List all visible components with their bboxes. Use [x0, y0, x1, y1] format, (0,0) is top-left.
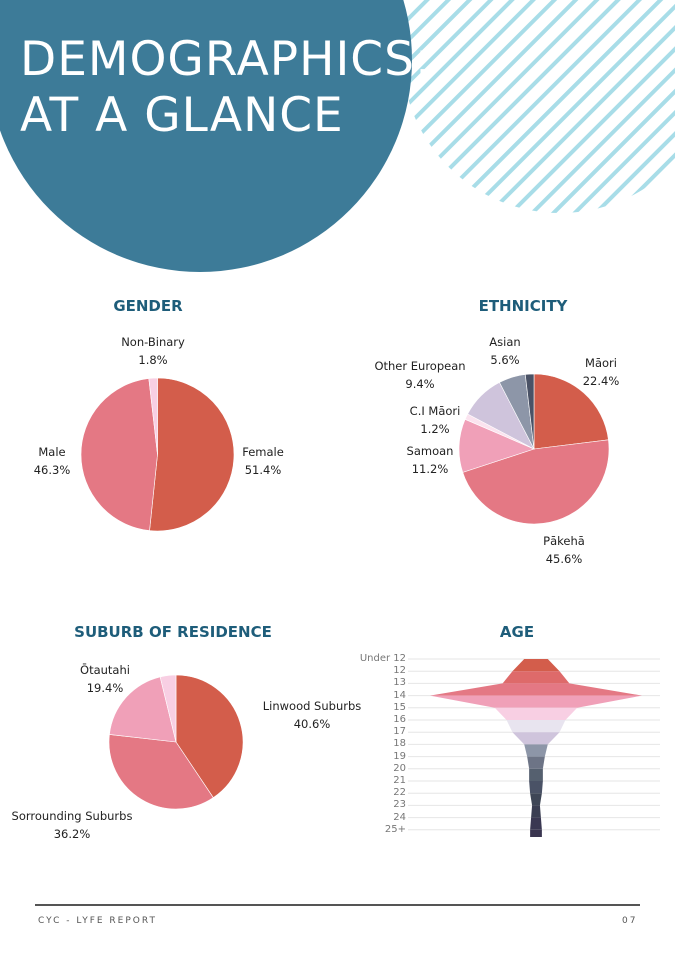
label-name: Linwood Suburbs [262, 699, 362, 713]
label-value: 9.4% [405, 377, 435, 391]
age-tick-label: 18 [393, 738, 406, 750]
age-band-18 [524, 744, 548, 757]
label-value: 1.8% [138, 353, 168, 367]
age-band-20 [529, 768, 543, 781]
label-pakeha: Pākehā 45.6% [543, 532, 585, 568]
age-tick-label: 25+ [384, 823, 406, 835]
age-tick-label: 14 [393, 689, 406, 701]
label-value: 5.6% [490, 353, 520, 367]
age-band-23 [531, 805, 541, 818]
age-tick-label: 24 [393, 811, 406, 823]
suburb-slice-other [159, 674, 177, 743]
age-tick-label: 12 [393, 665, 406, 677]
label-name: Sorrounding Suburbs [11, 809, 133, 823]
label-value: 1.2% [420, 422, 450, 436]
label-female: Female 51.4% [242, 443, 284, 479]
label-maori: Māori 22.4% [583, 354, 620, 390]
label-name: Pākehā [543, 534, 585, 548]
ethnicity-pie-chart [458, 373, 610, 525]
label-male: Male 46.3% [34, 443, 71, 479]
label-name: Female [242, 445, 284, 459]
label-name: C.I Māori [409, 404, 461, 418]
label-name: Asian [489, 335, 521, 349]
ethnicity-heading: ETHNICITY [478, 297, 568, 315]
age-band-17 [512, 732, 560, 745]
age-tick-label: 22 [393, 787, 406, 799]
age-tick-label: Under 12 [359, 653, 406, 664]
label-name: Māori [585, 356, 617, 370]
label-name: Ōtautahi [80, 663, 130, 677]
age-band-16 [506, 720, 566, 733]
label-ci-maori: C.I Māori 1.2% [410, 402, 461, 438]
gender-heading: GENDER [113, 297, 183, 315]
label-value: 51.4% [244, 463, 282, 477]
page-title-line-1: DEMOGRAPHICS: [20, 32, 432, 87]
age-band-22 [530, 793, 542, 806]
label-value: 22.4% [582, 374, 620, 388]
footer-report-title: CYC - LYFE REPORT [38, 916, 157, 926]
age-band-19 [527, 756, 545, 769]
age-band-25 [530, 829, 542, 837]
header-decoration [0, 0, 675, 272]
label-asian: Asian 5.6% [489, 333, 520, 369]
label-value: 11.2% [411, 462, 449, 476]
age-tick-label: 23 [393, 799, 406, 811]
age-band-13 [430, 683, 642, 696]
age-heading: AGE [499, 623, 535, 641]
age-band-12 [502, 671, 570, 684]
age-band-15 [494, 707, 578, 720]
age-tick-label: 13 [393, 677, 406, 689]
age-tick-label: 20 [393, 762, 406, 774]
gender-slice-male [80, 378, 158, 531]
label-value: 36.2% [53, 827, 91, 841]
label-name: Male [38, 445, 66, 459]
label-value: 40.6% [293, 717, 331, 731]
label-otautahi: Ōtautahi 19.4% [80, 661, 130, 697]
ethnicity-slice-p-keh [462, 439, 610, 525]
ethnicity-slice-m-ori [533, 373, 609, 450]
footer-page-number: 07 [622, 916, 638, 926]
age-tick-label: 15 [393, 701, 406, 713]
age-band-24 [530, 817, 542, 830]
label-sorrounding-suburbs: Sorrounding Suburbs 36.2% [12, 807, 133, 843]
age-chart [408, 658, 660, 837]
suburb-slice-sorrounding-suburbs [108, 734, 214, 810]
label-other-european: Other European 9.4% [374, 357, 465, 393]
header-circle [0, 0, 412, 272]
label-linwood-suburbs: Linwood Suburbs 40.6% [263, 697, 362, 733]
age-band-under-12 [512, 659, 560, 672]
label-name: Non-Binary [121, 335, 185, 349]
gender-slice-non-binary [148, 377, 158, 455]
suburb-slice-linwood-suburbs [175, 674, 244, 799]
footer-rule [35, 904, 640, 906]
suburb-heading: SUBURB OF RESIDENCE [74, 623, 272, 641]
age-band-14 [430, 695, 642, 708]
label-non-binary: Non-Binary 1.8% [121, 333, 185, 369]
suburb-pie-chart [108, 674, 244, 810]
gender-slice-female [149, 377, 235, 532]
age-tick-label: 19 [393, 750, 406, 762]
suburb-slice-tautahi [109, 676, 177, 743]
age-tick-label: 17 [393, 726, 406, 738]
label-value: 19.4% [86, 681, 124, 695]
label-value: 45.6% [545, 552, 583, 566]
label-value: 46.3% [33, 463, 71, 477]
label-name: Other European [374, 359, 466, 373]
label-name: Samoan [406, 444, 454, 458]
age-band-21 [529, 781, 543, 794]
label-samoan: Samoan 11.2% [407, 442, 454, 478]
gender-pie-chart [80, 377, 235, 532]
age-tick-label: 16 [393, 714, 406, 725]
age-tick-label: 21 [393, 775, 406, 786]
page-title-line-2: AT A GLANCE [20, 88, 344, 143]
ethnicity-slice-other [524, 373, 535, 450]
